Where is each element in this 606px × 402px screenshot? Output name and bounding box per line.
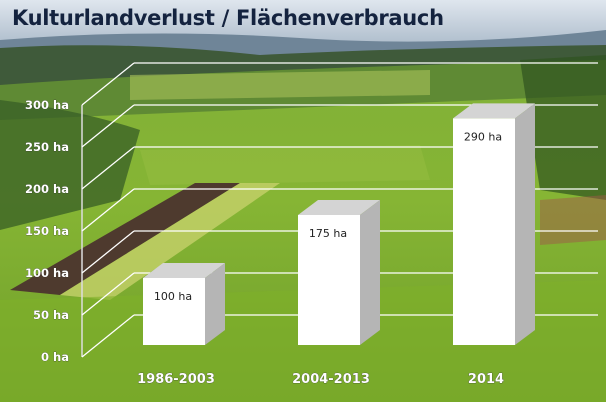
- bar-front-face: [143, 278, 205, 345]
- bar-top-face: [143, 263, 225, 278]
- x-category-label: 1986-2003: [137, 372, 215, 387]
- bar-front-face: [453, 118, 515, 346]
- bar-top-face: [298, 200, 380, 215]
- y-tick-label: 0 ha: [41, 350, 69, 364]
- gridline-diagonal: [81, 314, 135, 358]
- gridline-diagonal: [81, 146, 135, 190]
- gridline-diagonal: [81, 104, 135, 148]
- y-tick-label: 100 ha: [25, 266, 69, 280]
- bar-data-label: 290 ha: [464, 130, 502, 143]
- gridline-diagonal: [81, 188, 135, 232]
- x-category-label: 2014: [468, 372, 504, 387]
- y-tick-label: 50 ha: [33, 308, 69, 322]
- bar-front-face: [298, 215, 360, 345]
- y-tick-label: 150 ha: [25, 224, 69, 238]
- bar-side-face: [205, 263, 225, 345]
- chart-title: Kulturlandverlust / Flächenverbrauch: [12, 6, 444, 30]
- bar-side-face: [515, 103, 535, 346]
- y-tick-label: 300 ha: [25, 98, 69, 112]
- bar-data-label: 175 ha: [309, 227, 347, 240]
- gridline-diagonal: [81, 272, 135, 316]
- gridline-diagonal: [81, 62, 135, 106]
- y-tick-label: 250 ha: [25, 140, 69, 154]
- bar-side-face: [360, 200, 380, 345]
- bar: 175 ha: [298, 200, 380, 345]
- gridline-diagonal: [81, 230, 135, 274]
- bar: 290 ha: [453, 103, 535, 346]
- bar: 100 ha: [143, 263, 225, 345]
- y-tick-label: 200 ha: [25, 182, 69, 196]
- bar-top-face: [453, 103, 535, 119]
- bar-data-label: 100 ha: [154, 290, 192, 303]
- x-category-label: 2004-2013: [292, 372, 370, 387]
